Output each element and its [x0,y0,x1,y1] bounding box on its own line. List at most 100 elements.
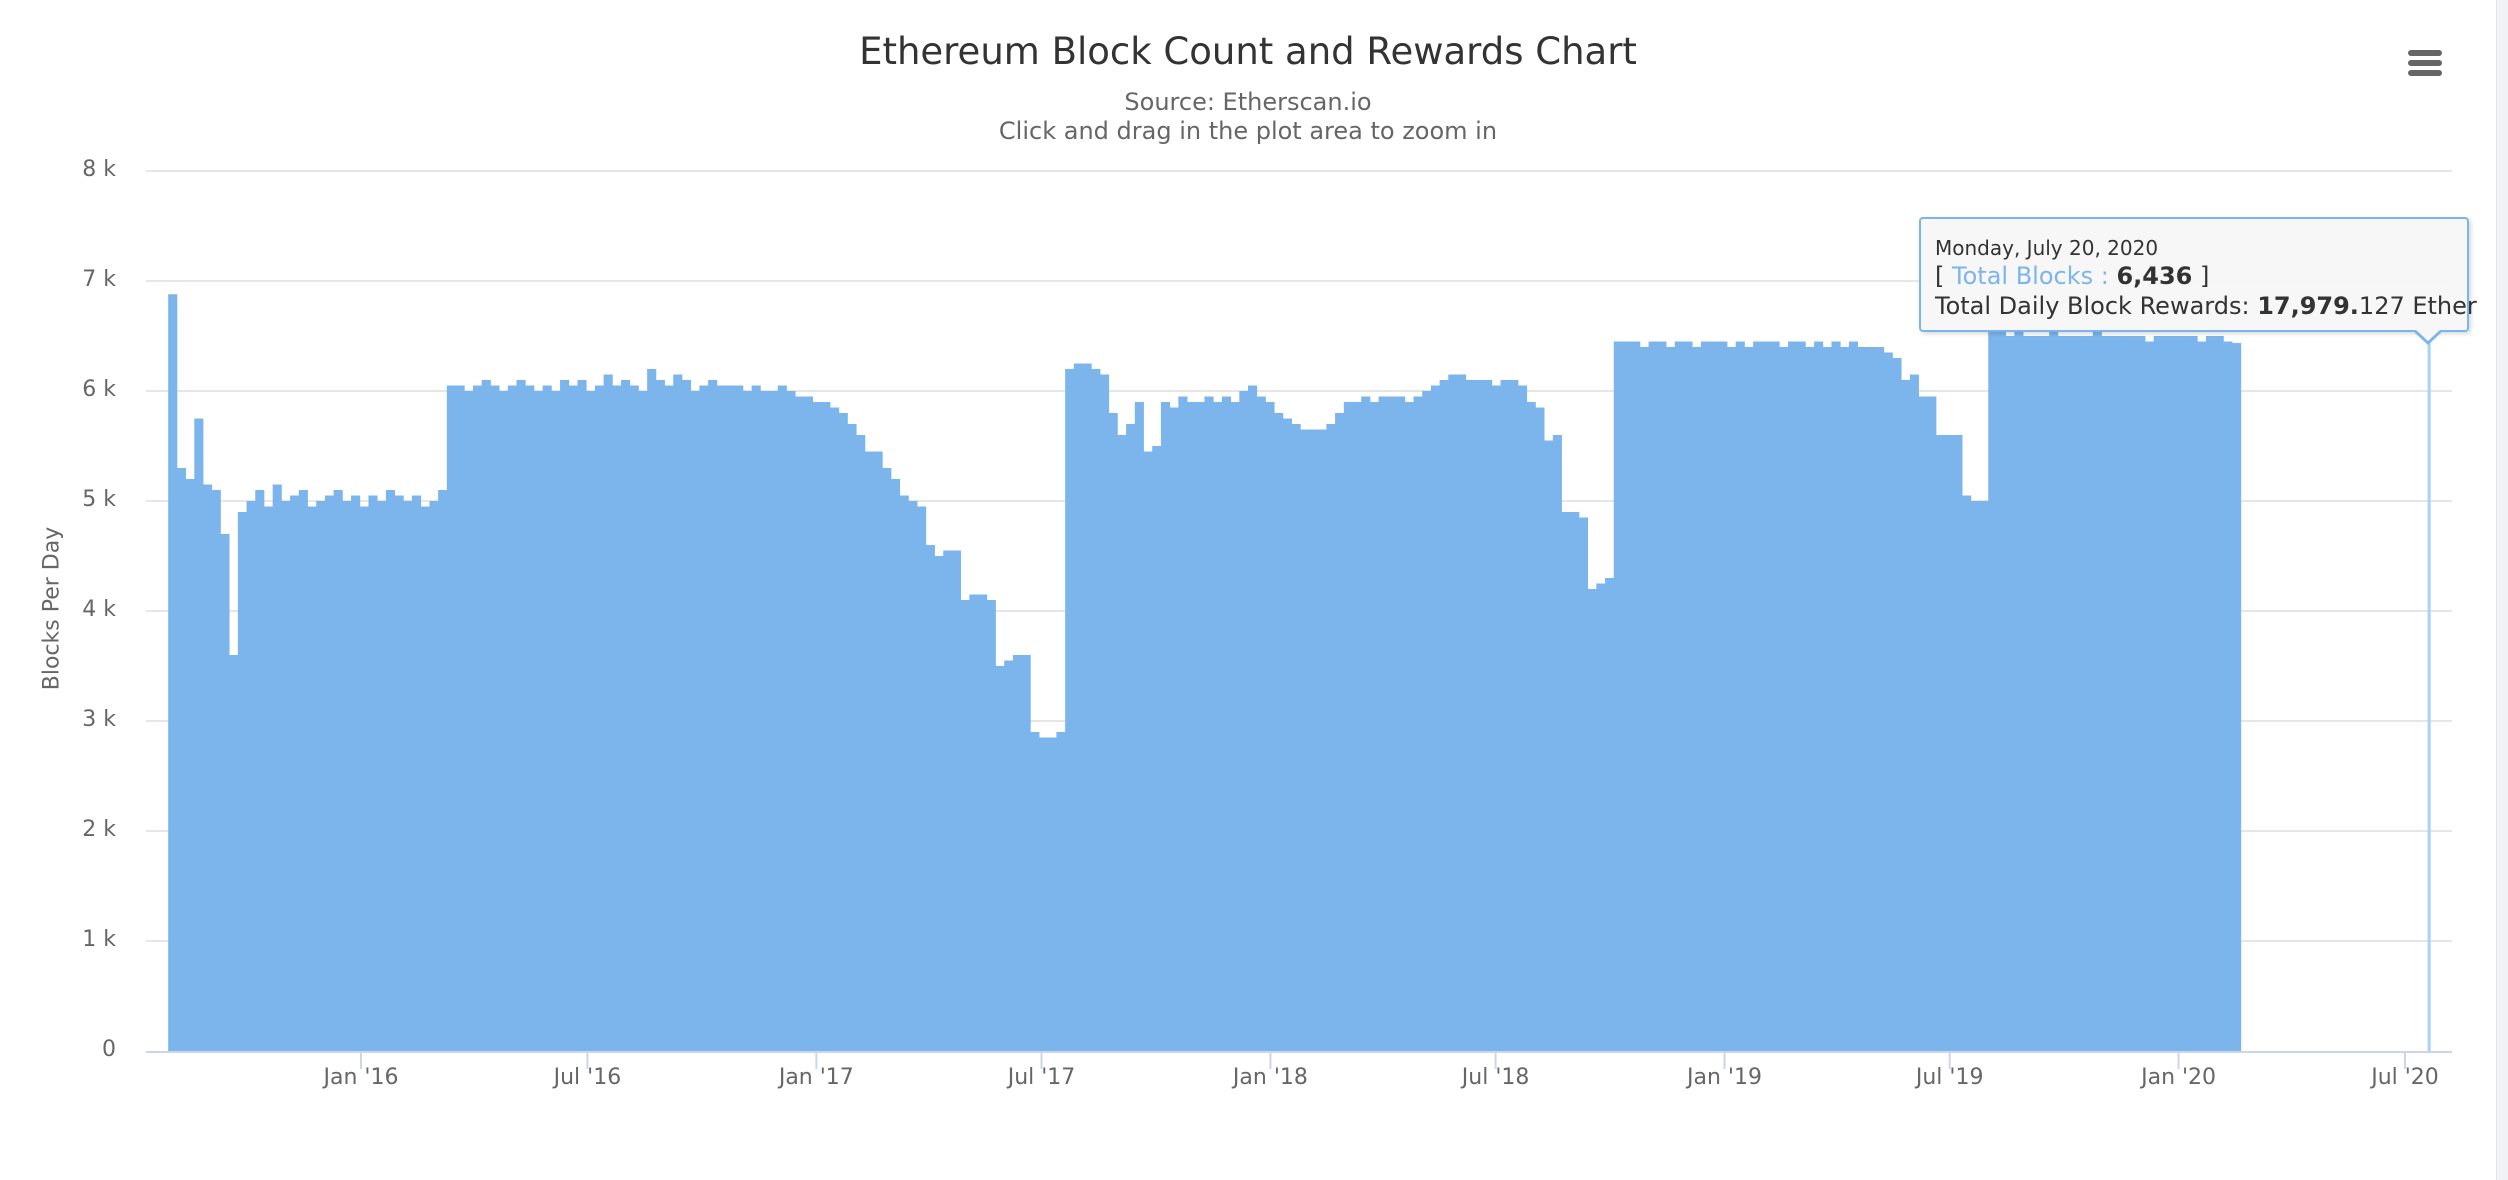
bar[interactable] [307,506,317,1052]
bar[interactable] [1343,402,1353,1051]
bar[interactable] [1605,578,1615,1051]
bar[interactable] [1744,347,1754,1051]
bar[interactable] [1535,407,1545,1052]
bar[interactable] [1230,402,1240,1051]
bar[interactable] [1761,341,1771,1052]
bar[interactable] [1004,660,1014,1052]
bar[interactable] [481,380,491,1051]
bar[interactable] [1457,374,1467,1052]
bar[interactable] [1613,341,1623,1052]
bar[interactable] [1787,341,1798,1052]
bar[interactable] [472,385,483,1052]
bar[interactable] [1500,380,1510,1051]
bar[interactable] [1996,330,2007,1052]
bar[interactable] [1709,341,1719,1052]
bar[interactable] [1422,391,1432,1051]
bar[interactable] [1248,385,1258,1052]
bar[interactable] [2136,336,2146,1051]
bar[interactable] [1326,424,1336,1051]
bar[interactable] [342,501,352,1051]
bar[interactable] [455,385,465,1052]
bar[interactable] [1796,341,1806,1052]
bar[interactable] [2057,336,2068,1051]
bar[interactable] [490,385,500,1052]
bar[interactable] [351,495,361,1052]
bar[interactable] [1666,347,1676,1051]
bar[interactable] [769,391,779,1051]
bar[interactable] [2118,336,2128,1051]
bar[interactable] [1770,341,1780,1052]
bar[interactable] [2188,336,2198,1051]
bar[interactable] [1195,402,1205,1051]
bar[interactable] [986,600,996,1051]
bar[interactable] [1160,402,1171,1051]
bar[interactable] [1152,446,1162,1051]
bar[interactable] [263,506,274,1052]
bar[interactable] [1840,347,1850,1051]
bar[interactable] [324,495,335,1052]
bar[interactable] [1134,402,1144,1051]
bar[interactable] [1265,402,1275,1051]
bar[interactable] [2040,336,2050,1051]
bar[interactable] [1413,396,1423,1052]
bar[interactable] [1509,380,1519,1051]
bar[interactable] [2197,341,2207,1052]
bar[interactable] [1735,341,1745,1052]
bar[interactable] [917,506,927,1052]
bar[interactable] [516,380,526,1051]
bar[interactable] [1143,451,1153,1052]
bar[interactable] [603,374,613,1052]
bar[interactable] [1352,402,1362,1051]
bar[interactable] [1474,380,1484,1051]
bar[interactable] [1239,391,1249,1051]
bar[interactable] [1361,396,1371,1052]
bar[interactable] [1944,435,1954,1051]
bar[interactable] [533,391,544,1051]
bar[interactable] [577,380,587,1051]
bar[interactable] [960,600,970,1051]
bar[interactable] [507,385,517,1052]
bar[interactable] [2214,336,2224,1051]
bar[interactable] [1988,330,1998,1052]
bar[interactable] [1308,429,1319,1052]
bar[interactable] [1065,369,1075,1051]
bar[interactable] [1056,732,1066,1051]
bar[interactable] [1596,583,1606,1052]
bar[interactable] [1692,347,1702,1051]
bar[interactable] [2084,336,2094,1051]
bar[interactable] [1204,396,1214,1052]
bar[interactable] [1448,374,1458,1052]
bar[interactable] [1935,435,1946,1051]
bar[interactable] [864,451,874,1052]
bar[interactable] [2005,336,2015,1051]
bar[interactable] [1178,396,1188,1052]
bar[interactable] [760,391,770,1051]
bar[interactable] [368,495,378,1052]
bar[interactable] [2092,330,2102,1052]
bar[interactable] [1814,341,1824,1052]
bar[interactable] [995,666,1005,1051]
bar[interactable] [1169,407,1179,1052]
bar[interactable] [951,550,962,1052]
bar[interactable] [1517,385,1528,1052]
bar[interactable] [2223,341,2233,1052]
bar[interactable] [786,391,796,1051]
bar[interactable] [290,495,300,1052]
bar[interactable] [1117,435,1127,1051]
bar[interactable] [1221,396,1231,1052]
bar[interactable] [1622,341,1632,1052]
bar[interactable] [1369,402,1380,1051]
bar[interactable] [812,402,822,1051]
bar[interactable] [464,391,474,1051]
bar[interactable] [586,391,596,1051]
bar[interactable] [316,501,326,1051]
bar[interactable] [446,385,456,1052]
bar[interactable] [943,550,953,1052]
bar[interactable] [873,451,883,1052]
bar[interactable] [1552,435,1562,1051]
bar[interactable] [298,490,308,1051]
bar[interactable] [1396,396,1406,1052]
bar[interactable] [1578,517,1589,1052]
chart-context-menu-button[interactable] [2408,50,2448,82]
